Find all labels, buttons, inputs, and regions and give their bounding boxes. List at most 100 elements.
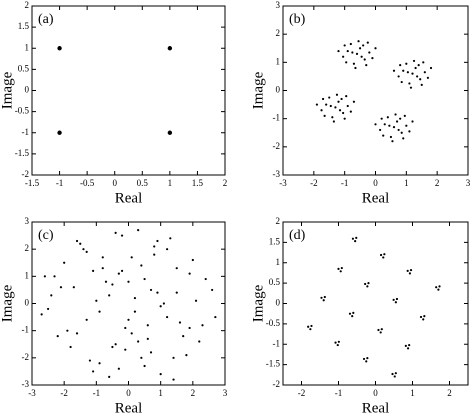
data-point (437, 288, 440, 291)
subplot: -1.5 -1 -0.5 0 0.5 1 1.5 2-2-1.5-1-0.500.511.52… (0, 0, 227, 206)
data-point (386, 116, 389, 119)
y-axis-label: Image (0, 284, 15, 322)
x-tick-label: -2 (298, 388, 306, 398)
data-point (380, 328, 383, 331)
x-tick-label: -1 (93, 388, 101, 398)
data-point (438, 285, 441, 288)
data-point (182, 335, 185, 338)
data-point (399, 117, 402, 120)
x-tick-label: 0 (373, 388, 378, 398)
data-point (414, 66, 417, 70)
data-point (334, 106, 337, 109)
x-axis-label: Real (115, 190, 143, 206)
x-tick-label: -1 (341, 178, 349, 188)
y-tick-label: -2 (273, 379, 281, 389)
data-point (362, 44, 365, 47)
data-point (72, 286, 75, 289)
data-point (352, 62, 356, 65)
data-point (178, 321, 182, 324)
data-point (75, 332, 79, 335)
data-point (417, 64, 420, 67)
data-point (188, 272, 191, 275)
data-point (355, 52, 359, 55)
data-point (337, 100, 340, 103)
data-point (352, 100, 356, 103)
data-point (365, 64, 368, 67)
data-point (140, 356, 143, 359)
data-point (366, 285, 369, 288)
plot-frame (31, 221, 226, 386)
y-tick-label: 0 (276, 85, 281, 95)
data-point (406, 269, 409, 272)
data-point (351, 315, 354, 318)
data-point (194, 299, 198, 302)
data-point (402, 69, 405, 72)
data-point (365, 360, 368, 363)
panel-annotation: (d) (289, 228, 306, 243)
data-point (320, 109, 323, 112)
data-point (188, 326, 191, 330)
data-point (408, 343, 411, 347)
y-tick-label: 0 (25, 298, 30, 308)
x-tick-label: 1 (404, 178, 409, 188)
data-point (349, 42, 352, 46)
data-point (411, 120, 414, 123)
y-axis-label: Image (250, 71, 266, 109)
data-point (383, 123, 386, 126)
x-tick-label: -2 (310, 178, 318, 188)
x-tick-label: 2 (223, 178, 228, 188)
data-point (362, 357, 366, 361)
data-point (411, 72, 414, 75)
data-point (185, 354, 188, 357)
x-tick-label: 1 (410, 388, 415, 398)
data-point (389, 135, 393, 139)
data-point (364, 282, 367, 286)
data-point (406, 347, 410, 350)
data-point (98, 310, 101, 313)
data-point (120, 234, 124, 237)
data-point (379, 331, 382, 334)
y-tick-label: -3 (273, 169, 281, 179)
data-point (331, 116, 334, 119)
data-point (88, 359, 91, 362)
data-point (405, 62, 408, 65)
plot-frame (282, 5, 469, 176)
data-point (310, 324, 313, 328)
data-point (351, 237, 355, 240)
data-point (423, 71, 426, 74)
data-point (379, 253, 383, 257)
data-point (337, 340, 340, 343)
data-point (399, 64, 402, 67)
y-tick-label: -1.5 (15, 148, 30, 158)
data-point (59, 286, 63, 289)
data-point (337, 49, 340, 53)
subplot: -3 -2 -1 0 1 2 3 -3 -2 -1 0 1 2 3 (b) Real Image (250, 0, 470, 206)
data-point (420, 83, 423, 86)
data-point (92, 269, 95, 272)
y-tick-label: 1 (25, 42, 30, 52)
data-point (422, 318, 425, 321)
data-point (104, 280, 108, 283)
data-point (395, 297, 399, 301)
data-point (101, 256, 104, 259)
data-point (408, 272, 412, 275)
data-point (394, 301, 397, 304)
x-tick-label: -0.5 (80, 178, 95, 188)
data-point (98, 362, 101, 365)
data-point (351, 51, 354, 54)
plot-frame (31, 5, 226, 176)
data-point (345, 95, 348, 98)
data-point (335, 93, 339, 96)
y-tick-label: -2 (22, 169, 30, 179)
data-point (79, 242, 82, 245)
data-point (321, 97, 325, 101)
data-point (382, 134, 385, 137)
data-point (329, 104, 332, 108)
x-tick-label: -1 (56, 178, 64, 188)
x-tick-label: 0.5 (137, 178, 149, 188)
x-tick-label: -1.5 (25, 178, 40, 188)
data-point (166, 315, 169, 319)
data-point (406, 71, 409, 74)
x-tick-label: 2 (447, 388, 452, 398)
